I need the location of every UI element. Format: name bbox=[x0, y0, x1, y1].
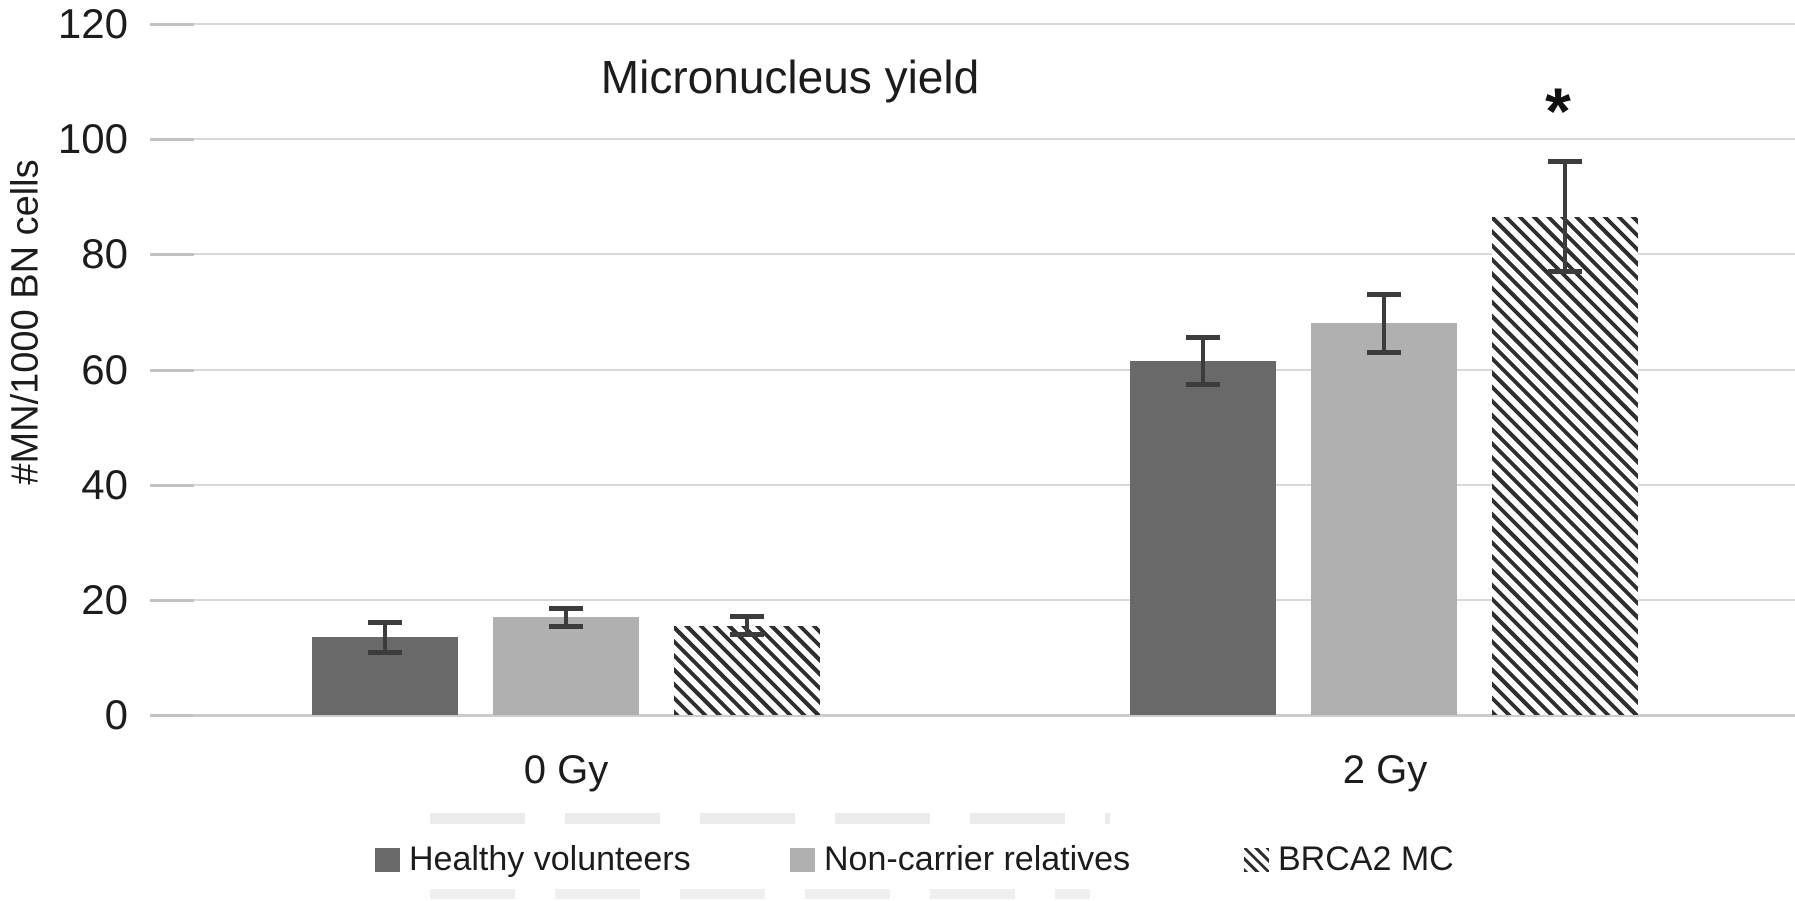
error-bar-cap-top-2-gy-healthy-volunteers bbox=[1186, 334, 1220, 340]
gridline-120 bbox=[150, 23, 1795, 25]
legend-label-non-carrier-relatives: Non-carrier relatives bbox=[824, 840, 1131, 878]
y-tick-label-120: 120 bbox=[57, 0, 128, 47]
x-category-label-0gy: 0 Gy bbox=[523, 748, 609, 792]
gridline-20 bbox=[150, 598, 1795, 601]
error-bar-cap-top-0-gy-non-carrier-relatives bbox=[549, 605, 583, 611]
legend-key-healthy-volunteers-swatch bbox=[375, 847, 400, 872]
legend-label-healthy-volunteers: Healthy volunteers bbox=[409, 840, 691, 878]
error-bar-2-gy-healthy-volunteers bbox=[1201, 334, 1205, 387]
gridline-60 bbox=[150, 368, 1795, 371]
legend-key-non-carrier-relatives-swatch bbox=[790, 847, 815, 872]
error-bar-0-gy-healthy-volunteers bbox=[383, 619, 387, 655]
gridline-stub-0 bbox=[150, 714, 194, 717]
gridline-stub-20 bbox=[150, 598, 194, 602]
error-bar-cap-bottom-2-gy-brca2-mc bbox=[1548, 269, 1582, 275]
error-bar-0-gy-brca2-mc bbox=[745, 614, 749, 638]
error-bar-cap-top-0-gy-brca2-mc bbox=[730, 614, 764, 620]
bar-2-gy-non-carrier-relatives bbox=[1311, 323, 1457, 715]
error-bar-cap-bottom-0-gy-brca2-mc bbox=[730, 632, 764, 638]
error-bar-cap-bottom-0-gy-non-carrier-relatives bbox=[549, 623, 583, 629]
y-tick-label-0: 0 bbox=[104, 691, 128, 738]
error-bar-cap-bottom-2-gy-healthy-volunteers bbox=[1186, 381, 1220, 387]
y-tick-label-40: 40 bbox=[81, 460, 128, 508]
error-bar-cap-bottom-2-gy-non-carrier-relatives bbox=[1367, 350, 1401, 356]
gridline-stub-60 bbox=[150, 368, 194, 372]
artifact-band bbox=[430, 813, 1110, 824]
gridline-100 bbox=[150, 138, 1795, 141]
significance-asterisk: * bbox=[1545, 74, 1571, 148]
error-bar-cap-top-2-gy-brca2-mc bbox=[1548, 159, 1582, 165]
legend-key-brca2-mc-swatch bbox=[1244, 847, 1269, 872]
y-tick-label-100: 100 bbox=[57, 115, 128, 163]
legend-item-non-carrier-relatives: Non-carrier relatives bbox=[790, 840, 1130, 879]
gridline-40 bbox=[150, 483, 1795, 486]
legend: Healthy volunteers Non-carrier relatives… bbox=[0, 840, 1795, 900]
gridline-80 bbox=[150, 253, 1795, 256]
error-bar-cap-top-0-gy-healthy-volunteers bbox=[368, 619, 402, 625]
chart-title: Micronucleus yield bbox=[600, 51, 980, 103]
y-tick-label-60: 60 bbox=[81, 345, 128, 393]
bar-2-gy-brca2-mc bbox=[1492, 216, 1638, 715]
x-category-label-2gy: 2 Gy bbox=[1342, 748, 1428, 792]
legend-item-healthy-volunteers: Healthy volunteers bbox=[375, 840, 691, 879]
error-bar-0-gy-non-carrier-relatives bbox=[564, 605, 568, 629]
y-tick-label-80: 80 bbox=[81, 230, 128, 278]
gridline-stub-80 bbox=[150, 253, 194, 257]
bar-0-gy-brca2-mc bbox=[674, 625, 820, 715]
legend-item-brca2-mc: BRCA2 MC bbox=[1244, 840, 1454, 879]
y-tick-label-20: 20 bbox=[81, 575, 128, 623]
error-bar-2-gy-brca2-mc bbox=[1563, 159, 1567, 275]
y-axis-title: #MN/1000 BN cells bbox=[4, 159, 47, 485]
legend-label-brca2-mc: BRCA2 MC bbox=[1278, 840, 1454, 878]
gridline-stub-120 bbox=[150, 23, 194, 26]
gridline-0 bbox=[150, 714, 1795, 717]
error-bar-cap-top-2-gy-non-carrier-relatives bbox=[1367, 291, 1401, 297]
bar-2-gy-healthy-volunteers bbox=[1130, 360, 1276, 715]
bar-0-gy-non-carrier-relatives bbox=[493, 617, 639, 715]
gridline-stub-100 bbox=[150, 138, 194, 142]
error-bar-cap-bottom-0-gy-healthy-volunteers bbox=[368, 649, 402, 655]
error-bar-2-gy-non-carrier-relatives bbox=[1382, 291, 1386, 356]
gridline-stub-40 bbox=[150, 483, 194, 487]
